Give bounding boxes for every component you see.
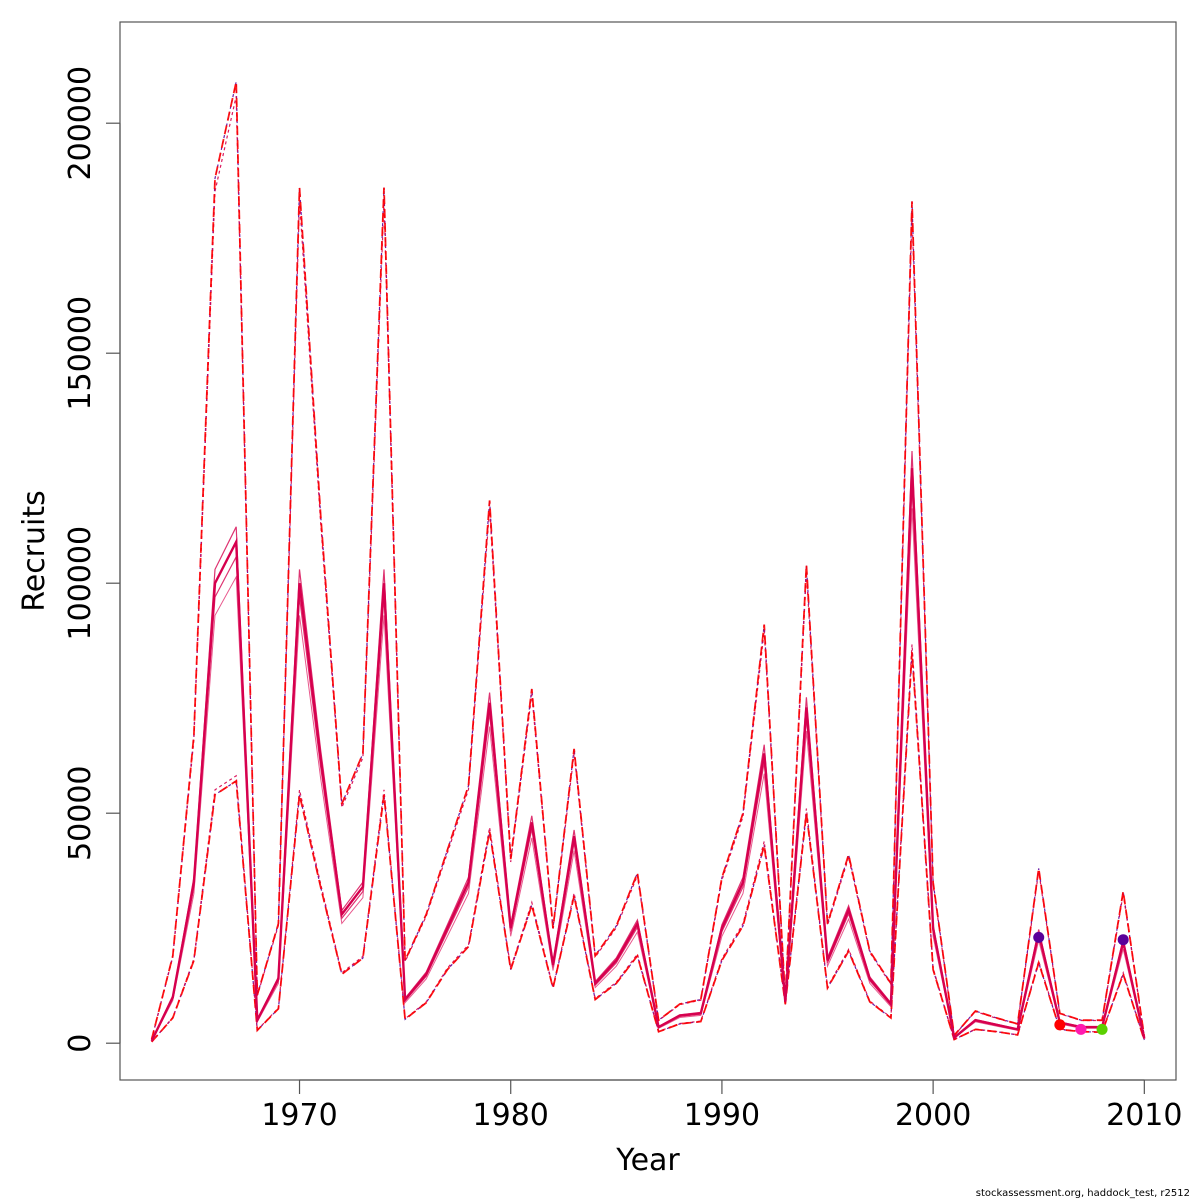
estimate-line	[150, 468, 1146, 1042]
x-tick-label: 2000	[895, 1098, 971, 1133]
x-axis: 1970 1980 1990 2000 2010	[261, 1079, 1182, 1133]
footer-credit: stockassessment.org, haddock_test, r2512	[976, 1188, 1190, 1199]
upper-bound-line	[151, 96, 1145, 1040]
retro-points-layer	[1033, 931, 1129, 1035]
retro-point	[1033, 931, 1045, 943]
y-tick-label: 150000	[63, 296, 98, 411]
y-axis-title: Recruits	[17, 490, 52, 612]
x-tick-label: 1980	[473, 1098, 549, 1133]
y-tick-label: 50000	[63, 765, 98, 860]
upper-bound-line	[150, 81, 1146, 1040]
estimate-peel-line	[151, 450, 1145, 1042]
y-tick-label: 200000	[63, 66, 98, 181]
lower-bound-line	[151, 652, 1145, 1043]
retro-point	[1075, 1023, 1087, 1035]
lower-bound-line	[151, 652, 1146, 1043]
retro-point	[1096, 1023, 1108, 1035]
estimate-peel-line	[151, 468, 1145, 1042]
y-axis: 0 50000 100000 150000 200000	[63, 66, 121, 1053]
y-tick-label: 0	[63, 1034, 98, 1053]
x-tick-label: 1990	[684, 1098, 760, 1133]
series-layer	[150, 81, 1146, 1043]
estimate-peel-line	[151, 485, 1145, 1042]
retro-point	[1117, 934, 1129, 946]
retro-point	[1054, 1019, 1066, 1031]
x-tick-label: 1970	[261, 1098, 337, 1133]
y-tick-label: 100000	[63, 526, 98, 641]
x-tick-label: 2010	[1106, 1098, 1182, 1133]
x-axis-title: Year	[615, 1143, 680, 1178]
